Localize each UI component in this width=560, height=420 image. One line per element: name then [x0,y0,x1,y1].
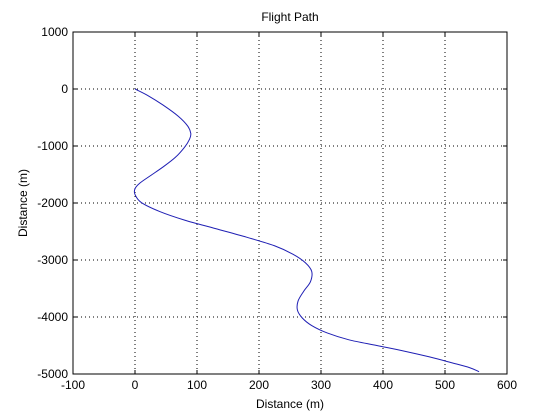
series-line [133,88,480,373]
y-axis-label: Distance (m) [16,169,30,237]
y-tick-label: -1000 [37,139,68,153]
chart-title: Flight Path [261,10,318,24]
x-tick-label: 100 [187,378,207,392]
y-tick-label: -3000 [37,253,68,267]
x-tick-label: 300 [311,378,331,392]
x-tick-label: 200 [249,378,269,392]
x-tick-label: 400 [373,378,393,392]
x-tick-label: -100 [61,378,85,392]
y-tick-label: -4000 [37,310,68,324]
y-tick-labels: -5000 -4000 -3000 -2000 -1000 0 1000 [37,25,68,381]
x-axis-label: Distance (m) [256,397,324,411]
grid-lines [73,32,507,374]
x-tick-label: 600 [497,378,517,392]
axis-ticks [72,31,508,375]
y-tick-label: -5000 [37,367,68,381]
y-tick-label: 0 [61,82,68,96]
x-tick-label: 500 [435,378,455,392]
y-tick-label: -2000 [37,196,68,210]
y-tick-label: 1000 [41,25,68,39]
x-tick-labels: -100 0 100 200 300 400 500 600 [61,378,517,392]
x-tick-label: 0 [132,378,139,392]
series-layer [133,88,480,373]
